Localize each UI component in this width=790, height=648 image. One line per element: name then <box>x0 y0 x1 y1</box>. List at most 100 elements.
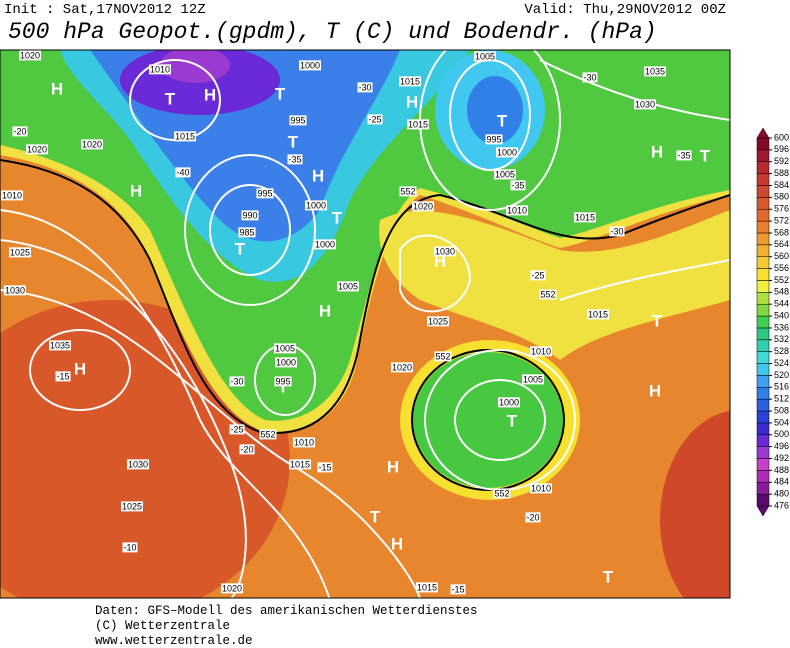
contour-label: 1020 <box>392 362 412 372</box>
contour-label: -30 <box>610 226 623 236</box>
isobar <box>559 259 730 301</box>
colorbar-swatch <box>756 387 770 400</box>
colorbar-swatch <box>756 446 770 459</box>
contour-label: 1005 <box>495 169 515 179</box>
colorbar-swatch <box>756 149 770 162</box>
contour-label-box <box>473 51 497 62</box>
pressure-center: H <box>651 142 663 161</box>
contour-label: 1010 <box>531 346 551 356</box>
pressure-center: H <box>204 85 216 104</box>
contour-label: 1015 <box>408 119 428 129</box>
colorbar-swatch <box>756 375 770 388</box>
pressure-center: H <box>391 534 403 553</box>
colorbar-swatch <box>756 173 770 186</box>
colorbar-swatch <box>756 327 770 341</box>
contour-label: -25 <box>230 424 243 434</box>
contour-label-box <box>274 357 298 368</box>
isobar <box>454 379 546 461</box>
colorbar-label: 508 <box>774 405 789 415</box>
contour-label-box <box>398 76 422 87</box>
contour-label: -25 <box>368 114 381 124</box>
contour-label-box <box>0 190 24 201</box>
contour-label-box <box>676 150 692 161</box>
colorbar-label: 568 <box>774 227 789 237</box>
colorbar-arrow <box>756 505 770 517</box>
contour-label-box <box>55 371 71 382</box>
contour-label: 995 <box>486 134 501 144</box>
contour-label-box <box>609 226 625 237</box>
contour-label: 552 <box>540 289 555 299</box>
colorbar-swatch <box>756 422 770 436</box>
colorbar-swatch <box>756 208 770 222</box>
contour-label: 1030 <box>435 246 455 256</box>
contour-label: 990 <box>242 210 257 220</box>
contour-label-box <box>434 351 452 362</box>
colorbar-label: 496 <box>774 441 789 451</box>
contour-label-box <box>122 542 138 553</box>
colorbar-label: 588 <box>774 168 789 178</box>
contour-label-box <box>529 346 553 357</box>
contour-labels: 1020 1010 1000 1015 1005 1035 1030 -30 -30 1015 99… <box>0 50 692 595</box>
isobar <box>209 184 291 276</box>
pressure-center: T <box>497 111 508 130</box>
pressure-center: H <box>406 92 418 111</box>
contour-label-box <box>415 582 439 593</box>
isobar <box>0 289 421 598</box>
contour-label: 1020 <box>27 144 47 154</box>
colorbar-label: 596 <box>774 144 789 154</box>
pressure-center: H <box>51 79 63 98</box>
contour-label: 1000 <box>499 397 519 407</box>
contour-label: -25 <box>531 270 544 280</box>
contour-label: -35 <box>511 180 524 190</box>
pressure-center: H <box>387 457 399 476</box>
contour-label-box <box>633 99 657 110</box>
colorbar-label: 476 <box>774 500 789 510</box>
colorbar-swatch <box>756 458 770 471</box>
contour-label: -10 <box>123 542 136 552</box>
contour-label-box <box>586 309 610 320</box>
contour-label-box <box>529 483 553 494</box>
colorbar-swatch <box>756 137 770 151</box>
contour-label: -15 <box>318 462 331 472</box>
contour-label-box <box>274 376 292 387</box>
contour-label-box <box>367 114 383 125</box>
contour-label-box <box>12 126 28 137</box>
colorbar-swatch <box>756 315 770 329</box>
contour-label-box <box>317 462 333 473</box>
contour-label-box <box>289 115 307 126</box>
colorbar-swatch <box>756 197 770 210</box>
contour-label-box <box>493 169 517 180</box>
contour-label: 1015 <box>588 309 608 319</box>
contour-label-box <box>426 316 450 327</box>
contour-label-box <box>336 281 360 292</box>
contour-label: 1000 <box>276 357 296 367</box>
colorbar-label: 480 <box>774 489 789 499</box>
colorbar-swatch <box>756 268 770 281</box>
pressure-center: T <box>700 146 711 165</box>
contour-label: 1010 <box>531 483 551 493</box>
contour-label: 1015 <box>290 459 310 469</box>
colorbar-swatch <box>756 493 770 507</box>
colorbar-label: 544 <box>774 299 789 309</box>
contour-label: 1010 <box>150 64 170 74</box>
cold-core <box>467 76 523 144</box>
contour-label-box <box>450 584 466 595</box>
colorbar-swatch <box>756 185 770 198</box>
yellow-ridge <box>379 210 730 360</box>
contour-label-box <box>3 285 27 296</box>
contour-label-box <box>390 362 414 373</box>
colorbar-label: 532 <box>774 334 789 344</box>
isobar <box>0 239 247 598</box>
pressure-center: T <box>652 311 663 330</box>
contour-label: 1030 <box>128 459 148 469</box>
contour-label: -20 <box>526 512 539 522</box>
colorbar-swatch <box>756 292 770 305</box>
contour-label-box <box>643 66 667 77</box>
contour-label-box <box>229 424 245 435</box>
contour-label-box <box>582 72 598 83</box>
colorbar-label: 528 <box>774 346 789 356</box>
contour-label-box <box>148 64 172 75</box>
colorbar-swatch <box>756 398 770 412</box>
